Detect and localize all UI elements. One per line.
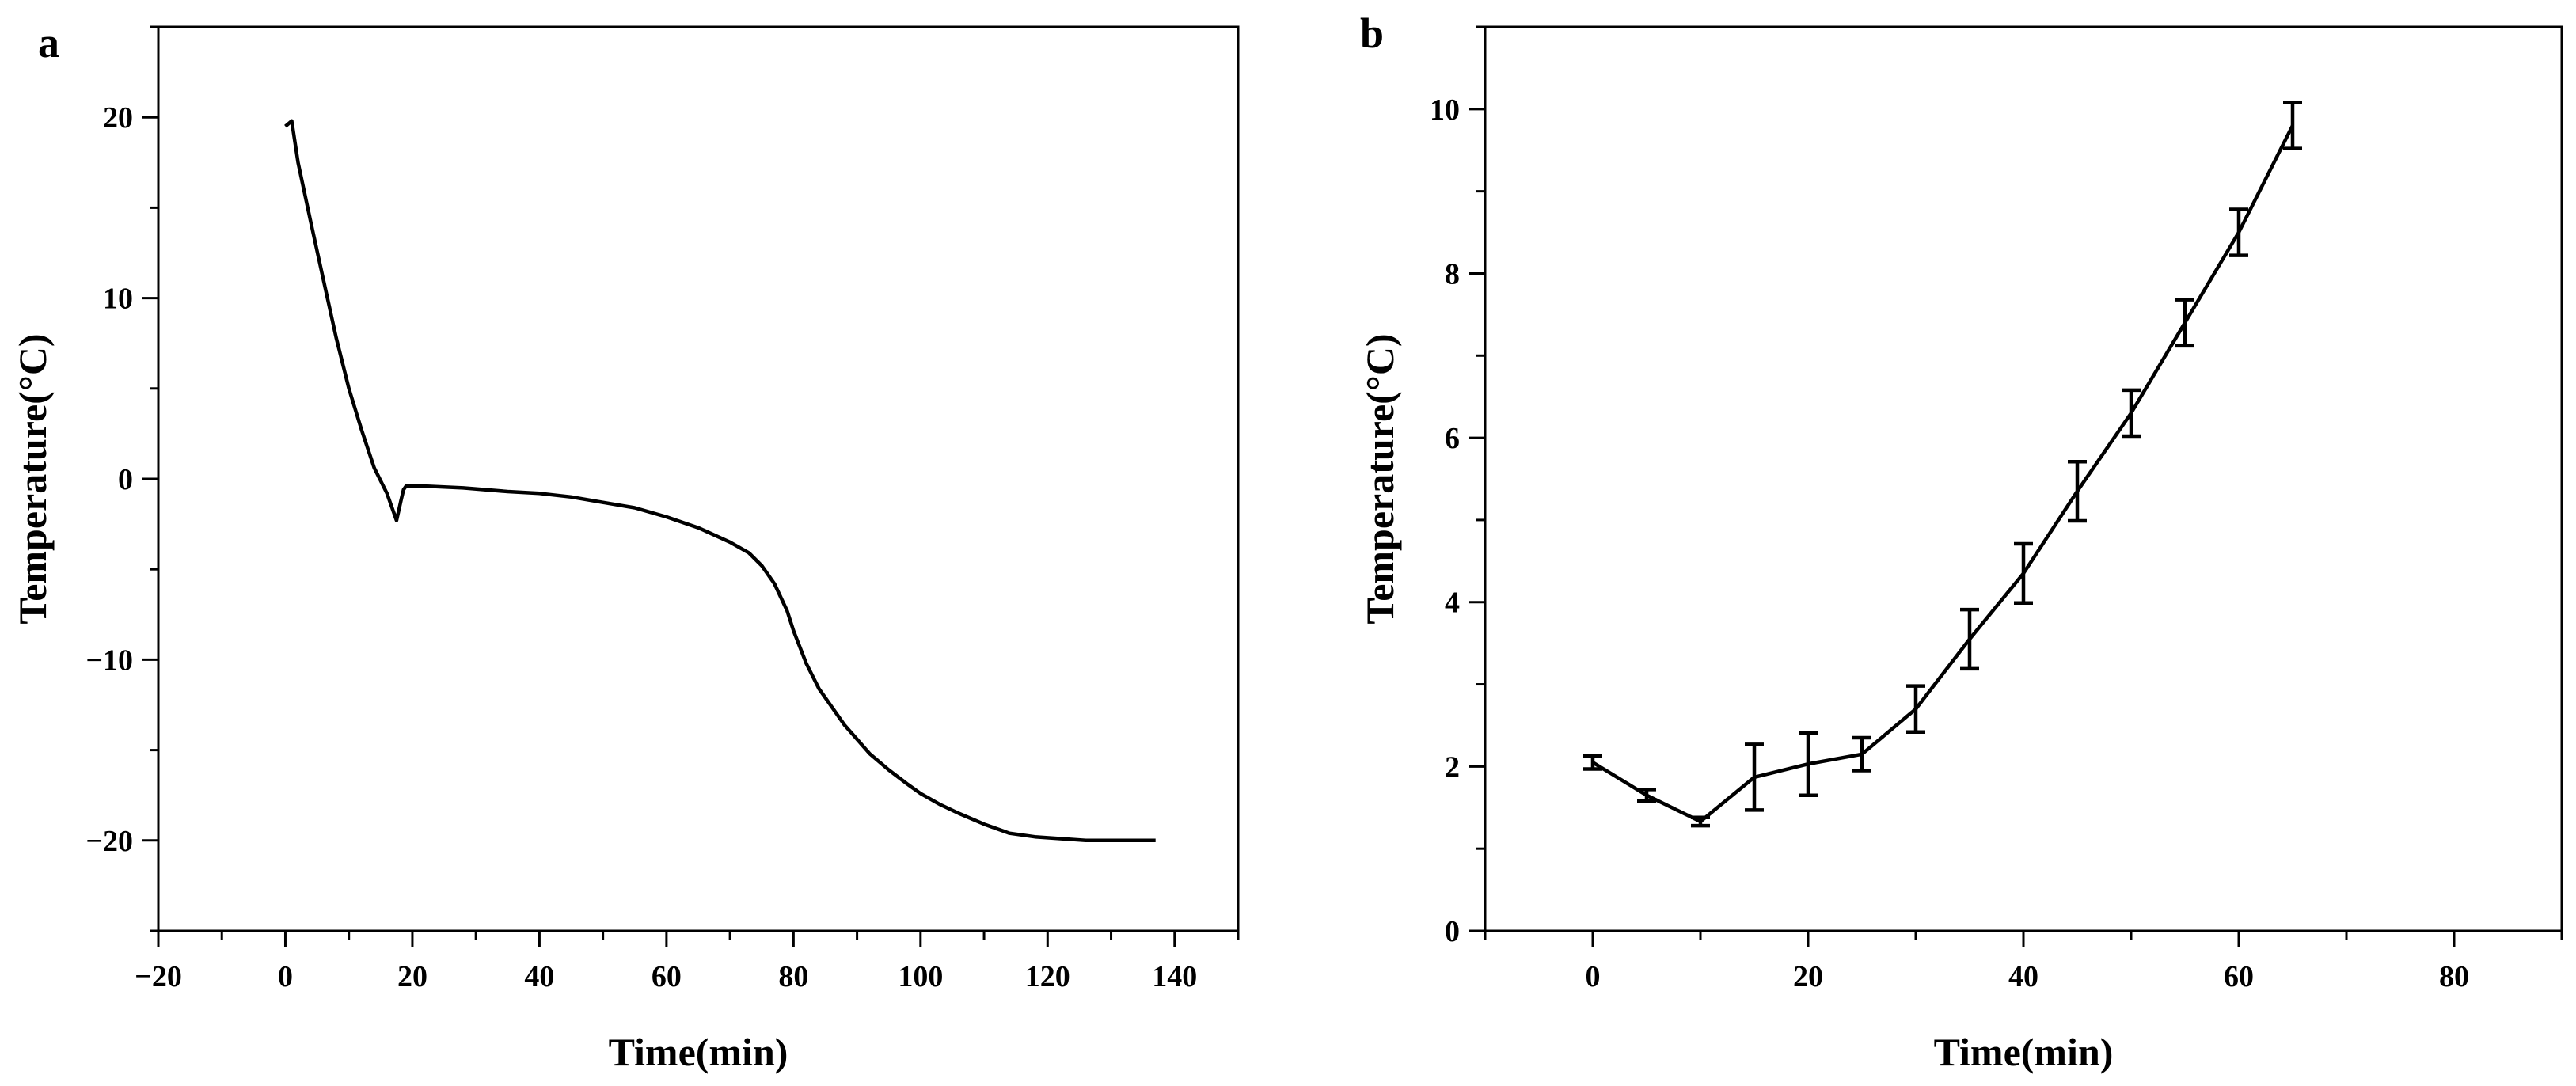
- panel-a-x-tick-label: 120: [1025, 960, 1070, 993]
- panel-b-error-bar: [2283, 101, 2302, 150]
- panel-b-chart: b 0 20 40 60 80 0 2 4 6 8 10 Time(min) Temperatur…: [1358, 9, 2563, 1074]
- panel-a-y-tick-label: −20: [85, 825, 133, 858]
- panel-a-y-tick-label: 0: [118, 463, 133, 496]
- panel-a-plot-frame: [157, 25, 1240, 932]
- panel-a-x-tick-label: 20: [397, 960, 427, 993]
- panel-b-error-bar: [2014, 541, 2033, 606]
- panel-a-x-tick-label: 0: [278, 960, 293, 993]
- panel-b-y-axis-title: Temperature(°C): [1358, 333, 1402, 624]
- panel-a-y-axis-title: Temperature(°C): [10, 333, 55, 624]
- panel-b-y-tick-label: 10: [1430, 93, 1460, 127]
- panel-b-error-bar: [2175, 298, 2194, 348]
- panel-a-x-tick-label: 60: [652, 960, 682, 993]
- panel-b-error-bar: [2122, 388, 2141, 439]
- panel-b-error-bar: [1691, 815, 1710, 828]
- panel-b-temperature-line: [1591, 124, 2295, 824]
- panel-a-chart: a −20 0 20 40 60 80 100 120 140 −20 −10 0 10 20 Time…: [10, 19, 1240, 1074]
- panel-b-error-bar: [1960, 607, 1979, 671]
- panel-b-error-bar: [1745, 742, 1764, 812]
- panel-b-y-tick-label: 6: [1445, 422, 1460, 455]
- panel-b-y-tick-label: 4: [1445, 587, 1460, 620]
- panel-b-x-tick-label: 20: [1793, 960, 1823, 993]
- panel-b-x-tick-label: 0: [1586, 960, 1601, 993]
- panel-a-x-ticks: −20 0 20 40 60 80 100 120 140: [135, 931, 1240, 993]
- panel-b-y-ticks: 0 2 4 6 8 10: [1430, 25, 1485, 948]
- panel-a-y-tick-label: −10: [85, 644, 133, 677]
- panel-a-x-tick-label: 40: [524, 960, 554, 993]
- panel-b-y-tick-label: 0: [1445, 915, 1460, 948]
- panel-b-error-bar: [2068, 459, 2087, 523]
- panel-b-x-tick-label: 40: [2008, 960, 2038, 993]
- panel-b-series: [1583, 101, 2302, 828]
- panel-a-x-tick-label: 100: [898, 960, 943, 993]
- panel-b-letter: b: [1360, 9, 1384, 57]
- panel-b-x-ticks: 0 20 40 60 80: [1484, 931, 2563, 993]
- panel-b-y-tick-label: 2: [1445, 750, 1460, 784]
- panel-b-y-tick-label: 8: [1445, 257, 1460, 290]
- panel-b-x-tick-label: 80: [2439, 960, 2469, 993]
- panel-b-error-bar: [1637, 788, 1656, 803]
- panel-a-temperature-line: [284, 119, 1156, 843]
- panel-a-x-tick-label: 140: [1152, 960, 1197, 993]
- panel-b-x-tick-label: 60: [2224, 960, 2254, 993]
- panel-a-y-tick-label: 10: [103, 283, 133, 316]
- panel-a-x-tick-label: −20: [135, 960, 182, 993]
- panel-a-y-ticks: −20 −10 0 10 20: [85, 25, 158, 932]
- panel-a-x-axis-title: Time(min): [609, 1030, 788, 1074]
- panel-b-x-axis-title: Time(min): [1934, 1030, 2114, 1074]
- panel-a-series: [284, 119, 1156, 843]
- panel-b-error-bar: [1852, 735, 1871, 773]
- panel-a-letter: a: [38, 19, 59, 66]
- panel-b-error-bar: [1583, 754, 1602, 771]
- panel-b-error-bar: [1906, 684, 1925, 735]
- panel-b-error-bar: [1799, 731, 1818, 797]
- panel-a-y-tick-label: 20: [103, 101, 133, 135]
- panel-b-error-bar: [2229, 207, 2248, 257]
- panel-a-x-tick-label: 80: [778, 960, 808, 993]
